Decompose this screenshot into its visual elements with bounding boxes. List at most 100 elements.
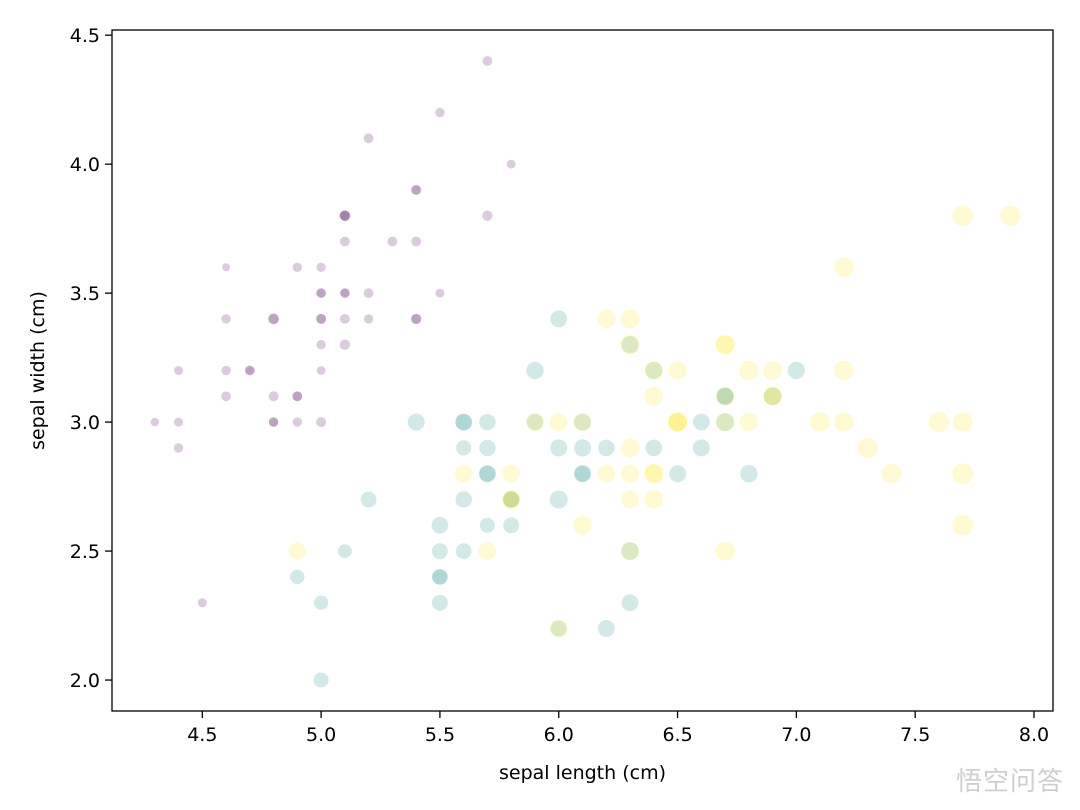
data-point-setosa-18	[482, 210, 493, 221]
x-axis-ticks: 4.5 5.0 5.5 6.0 6.5 7.0 7.5 8.0	[187, 711, 1049, 746]
data-point-versicolor-28	[550, 439, 568, 457]
data-point-setosa-3	[221, 391, 232, 402]
data-point-setosa-9	[292, 391, 303, 402]
data-point-versicolor-19	[455, 543, 472, 559]
data-point-setosa-44	[339, 210, 351, 222]
data-point-virginica-31	[1000, 205, 1021, 226]
data-point-versicolor-16	[455, 413, 473, 431]
data-point-versicolor-25	[692, 413, 710, 431]
data-point-versicolor-9	[360, 491, 377, 508]
data-point-virginica-10	[668, 361, 687, 380]
data-point-setosa-49	[316, 340, 326, 350]
data-point-setosa-7	[316, 314, 326, 324]
data-point-versicolor-10	[313, 672, 329, 688]
y-tick-label: 3.0	[70, 412, 100, 434]
data-point-setosa-41	[197, 598, 207, 608]
data-point-setosa-6	[221, 314, 231, 324]
data-point-versicolor-46	[479, 439, 496, 457]
x-tick-label: 4.5	[187, 724, 217, 746]
data-point-setosa-31	[411, 314, 422, 324]
data-point-versicolor-38	[455, 414, 472, 431]
data-point-virginica-40	[715, 386, 735, 406]
data-point-virginica-1	[502, 490, 521, 509]
x-tick-label: 5.5	[425, 724, 455, 746]
data-point-virginica-33	[621, 464, 639, 483]
data-point-versicolor-8	[692, 439, 710, 457]
data-point-virginica-3	[620, 438, 640, 458]
data-point-versicolor-45	[479, 413, 496, 431]
data-point-versicolor-43	[313, 595, 329, 610]
data-point-setosa-25	[316, 417, 327, 428]
data-point-versicolor-35	[550, 310, 568, 328]
data-point-setosa-36	[435, 288, 445, 298]
y-tick-label: 4.5	[70, 25, 100, 47]
y-tick-label: 2.5	[70, 541, 100, 563]
data-point-virginica-37	[644, 387, 664, 406]
data-point-versicolor-34	[407, 413, 425, 431]
y-tick-label: 4.0	[70, 154, 100, 176]
data-point-versicolor-15	[716, 387, 734, 405]
data-point-virginica-47	[668, 413, 687, 432]
data-point-versicolor-47	[598, 439, 615, 457]
data-point-virginica-2	[810, 412, 830, 432]
x-tick-label: 5.0	[306, 724, 336, 746]
data-point-virginica-18	[952, 514, 974, 536]
data-point-versicolor-24	[645, 439, 663, 457]
data-point-setosa-42	[174, 366, 183, 375]
data-point-virginica-30	[881, 463, 902, 484]
data-point-setosa-39	[340, 314, 350, 324]
data-point-virginica-23	[621, 490, 639, 509]
data-point-virginica-43	[739, 360, 759, 381]
data-point-setosa-34	[292, 391, 303, 402]
data-point-versicolor-13	[573, 439, 592, 457]
data-point-setosa-12	[268, 417, 279, 427]
watermark-logo: 悟空问答	[955, 767, 1064, 797]
data-point-versicolor-32	[503, 491, 520, 508]
data-point-setosa-35	[316, 366, 326, 375]
data-point-virginica-16	[668, 412, 687, 432]
data-point-virginica-17	[952, 205, 973, 226]
data-point-setosa-13	[150, 417, 159, 427]
data-point-setosa-32	[363, 133, 374, 144]
data-point-versicolor-27	[716, 413, 734, 431]
data-point-setosa-23	[339, 339, 351, 350]
data-point-setosa-17	[340, 288, 350, 298]
data-point-virginica-34	[573, 515, 592, 535]
data-point-virginica-15	[644, 361, 663, 380]
axes-frame	[111, 29, 1054, 712]
data-point-versicolor-11	[526, 413, 544, 431]
data-point-versicolor-42	[503, 517, 520, 534]
data-point-versicolor-0	[787, 361, 806, 380]
data-point-setosa-40	[316, 288, 326, 298]
data-point-virginica-35	[952, 412, 973, 432]
data-point-setosa-20	[411, 313, 422, 325]
data-point-setosa-14	[506, 159, 516, 169]
data-point-setosa-38	[174, 417, 183, 427]
x-axis-label: sepal length (cm)	[499, 762, 666, 784]
data-point-virginica-14	[502, 464, 521, 483]
data-point-versicolor-36	[716, 387, 734, 405]
data-point-setosa-1	[292, 417, 302, 427]
data-point-setosa-27	[363, 288, 374, 298]
data-point-virginica-8	[715, 541, 735, 561]
data-point-setosa-45	[268, 417, 279, 427]
data-point-versicolor-29	[479, 517, 495, 533]
data-point-virginica-46	[621, 542, 639, 560]
data-point-virginica-5	[928, 411, 950, 433]
data-point-virginica-6	[288, 542, 306, 560]
data-point-virginica-32	[644, 464, 664, 484]
data-point-versicolor-39	[431, 543, 448, 560]
data-point-setosa-19	[340, 210, 350, 221]
data-point-versicolor-7	[290, 569, 305, 585]
data-point-setosa-24	[268, 313, 280, 325]
data-point-versicolor-17	[503, 491, 520, 508]
x-tick-label: 7.0	[781, 724, 811, 746]
data-point-versicolor-49	[479, 465, 496, 482]
data-point-versicolor-12	[550, 620, 567, 637]
data-point-versicolor-2	[763, 387, 782, 406]
data-point-setosa-4	[316, 262, 326, 272]
data-point-setosa-22	[222, 263, 231, 272]
data-point-versicolor-44	[455, 491, 472, 508]
data-point-virginica-39	[763, 387, 782, 406]
